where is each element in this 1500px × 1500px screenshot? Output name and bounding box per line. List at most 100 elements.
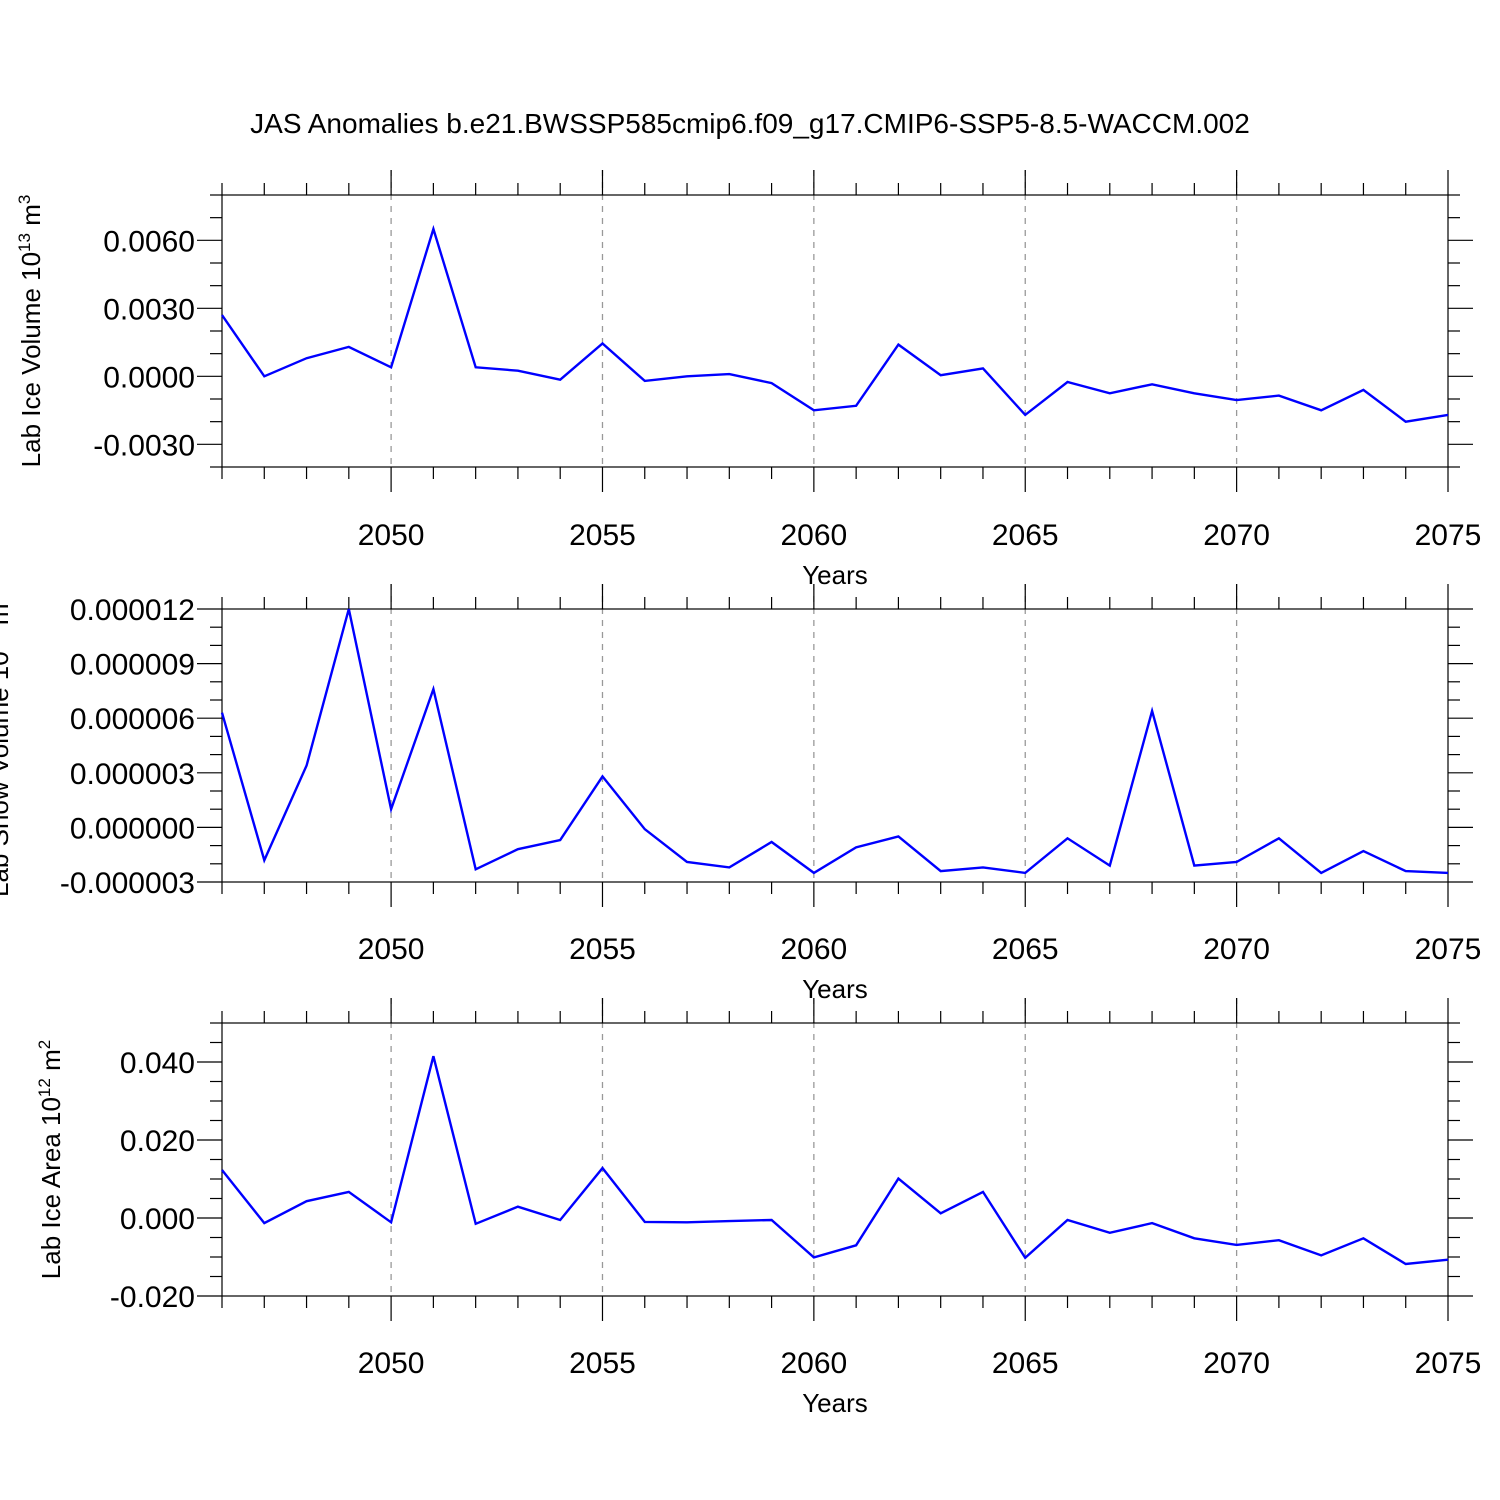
y-tick-label: 0.000012: [70, 594, 195, 627]
data-point-2058: [727, 1219, 731, 1223]
data-point-2072: [1319, 408, 1323, 412]
x-tick-label: 2065: [992, 1347, 1059, 1380]
data-point-2075: [1446, 871, 1450, 875]
y-axis-label-unit: m: [0, 603, 14, 632]
data-point-2072: [1319, 871, 1323, 875]
data-point-2064: [981, 366, 985, 370]
data-point-2067: [1108, 864, 1112, 868]
y-axis-label-text: Lab Ice Volume 10: [16, 252, 46, 467]
y-axis-label: Lab Snow Volume 1013 m3: [0, 594, 14, 897]
data-point-2048: [305, 356, 309, 360]
data-point-2067: [1108, 1231, 1112, 1235]
y-tick-label: 0.000006: [70, 703, 195, 736]
data-point-2067: [1108, 391, 1112, 395]
data-point-2071: [1277, 836, 1281, 840]
data-point-2062: [896, 835, 900, 839]
data-point-2071: [1277, 1238, 1281, 1242]
data-point-2069: [1192, 391, 1196, 395]
x-tick-label: 2070: [1203, 933, 1270, 966]
y-axis-label-exponent: 12: [35, 1078, 54, 1097]
data-point-2059: [770, 1218, 774, 1222]
series-line: [221, 1055, 1449, 1266]
data-point-2053: [516, 847, 520, 851]
data-point-2058: [727, 865, 731, 869]
plot-frame: [221, 194, 1449, 468]
y-tick-label: -0.000003: [60, 867, 195, 900]
data-point-2070: [1235, 398, 1239, 402]
data-point-2065: [1023, 413, 1027, 417]
data-point-2061: [854, 1243, 858, 1247]
data-point-2047: [262, 858, 266, 862]
data-point-2050: [389, 807, 393, 811]
data-point-2050: [389, 1220, 393, 1224]
data-point-2059: [770, 840, 774, 844]
x-axis-label: Years: [802, 1388, 868, 1418]
data-point-2046: [220, 313, 224, 317]
data-point-2068: [1150, 382, 1154, 386]
y-axis-label-unit: m: [36, 1049, 66, 1078]
data-point-2057: [685, 374, 689, 378]
data-point-2073: [1361, 849, 1365, 853]
x-tick-label: 2060: [780, 519, 847, 552]
figure-title: JAS Anomalies b.e21.BWSSP585cmip6.f09_g1…: [250, 108, 1250, 139]
data-point-2052: [474, 365, 478, 369]
data-point-2056: [643, 379, 647, 383]
data-point-2053: [516, 1205, 520, 1209]
data-point-2056: [643, 1220, 647, 1224]
x-tick-label: 2070: [1203, 1347, 1270, 1380]
data-point-2061: [854, 404, 858, 408]
data-point-2060: [812, 871, 816, 875]
data-point-2075: [1446, 413, 1450, 417]
y-tick-label: 0.000000: [70, 812, 195, 845]
data-point-2047: [262, 374, 266, 378]
chart-panel-snow-volume: 2050 2055 2060 2065 2070 2075 Years -0.000003 0.…: [0, 584, 1481, 1004]
x-tick-label: 2075: [1415, 519, 1482, 552]
x-tick-label: 2075: [1415, 1347, 1482, 1380]
data-point-2064: [981, 1190, 985, 1194]
data-point-2054: [558, 838, 562, 842]
data-point-2069: [1192, 1236, 1196, 1240]
y-axis-label-unit-exponent: 2: [35, 1040, 54, 1049]
x-tick-label: 2060: [780, 1347, 847, 1380]
x-tick-label: 2055: [569, 519, 636, 552]
y-tick-label: -0.020: [110, 1281, 195, 1314]
data-point-2063: [939, 1211, 943, 1215]
data-point-2051: [431, 227, 435, 231]
data-point-2066: [1066, 380, 1070, 384]
panels: 2050 2055 2060 2065 2070 2075 Years -0.0030 0.00…: [0, 170, 1481, 1418]
data-point-2049: [347, 345, 351, 349]
data-point-2063: [939, 869, 943, 873]
y-axis-label-unit-exponent: 3: [15, 195, 34, 204]
data-point-2073: [1361, 388, 1365, 392]
series-line: [221, 224, 1449, 423]
x-tick-label: 2055: [569, 1347, 636, 1380]
x-tick-label: 2060: [780, 933, 847, 966]
data-point-2062: [896, 1177, 900, 1181]
y-axis-label-unit-exponent: 3: [0, 594, 2, 603]
data-point-2056: [643, 827, 647, 831]
y-tick-label: 0.000009: [70, 649, 195, 682]
data-point-2057: [685, 860, 689, 864]
data-point-2061: [854, 845, 858, 849]
x-tick-label: 2065: [992, 519, 1059, 552]
y-tick-label: 0.0000: [103, 361, 195, 394]
data-point-2070: [1235, 860, 1239, 864]
data-point-2060: [812, 1255, 816, 1259]
x-axis-label: Years: [802, 560, 868, 590]
data-point-2047: [262, 1221, 266, 1225]
data-point-2057: [685, 1220, 689, 1224]
data-point-2074: [1404, 1262, 1408, 1266]
y-axis-label-text: Lab Snow Volume 10: [0, 651, 14, 897]
data-point-2068: [1150, 709, 1154, 713]
data-point-2073: [1361, 1236, 1365, 1240]
y-tick-label: 0.040: [120, 1047, 195, 1080]
data-point-2048: [305, 1199, 309, 1203]
y-tick-label: -0.0030: [93, 429, 195, 462]
y-axis-label-text: Lab Ice Area 10: [36, 1097, 66, 1279]
x-tick-label: 2050: [358, 519, 425, 552]
data-point-2072: [1319, 1253, 1323, 1257]
data-point-2046: [220, 711, 224, 715]
data-point-2052: [474, 867, 478, 871]
data-point-2071: [1277, 394, 1281, 398]
